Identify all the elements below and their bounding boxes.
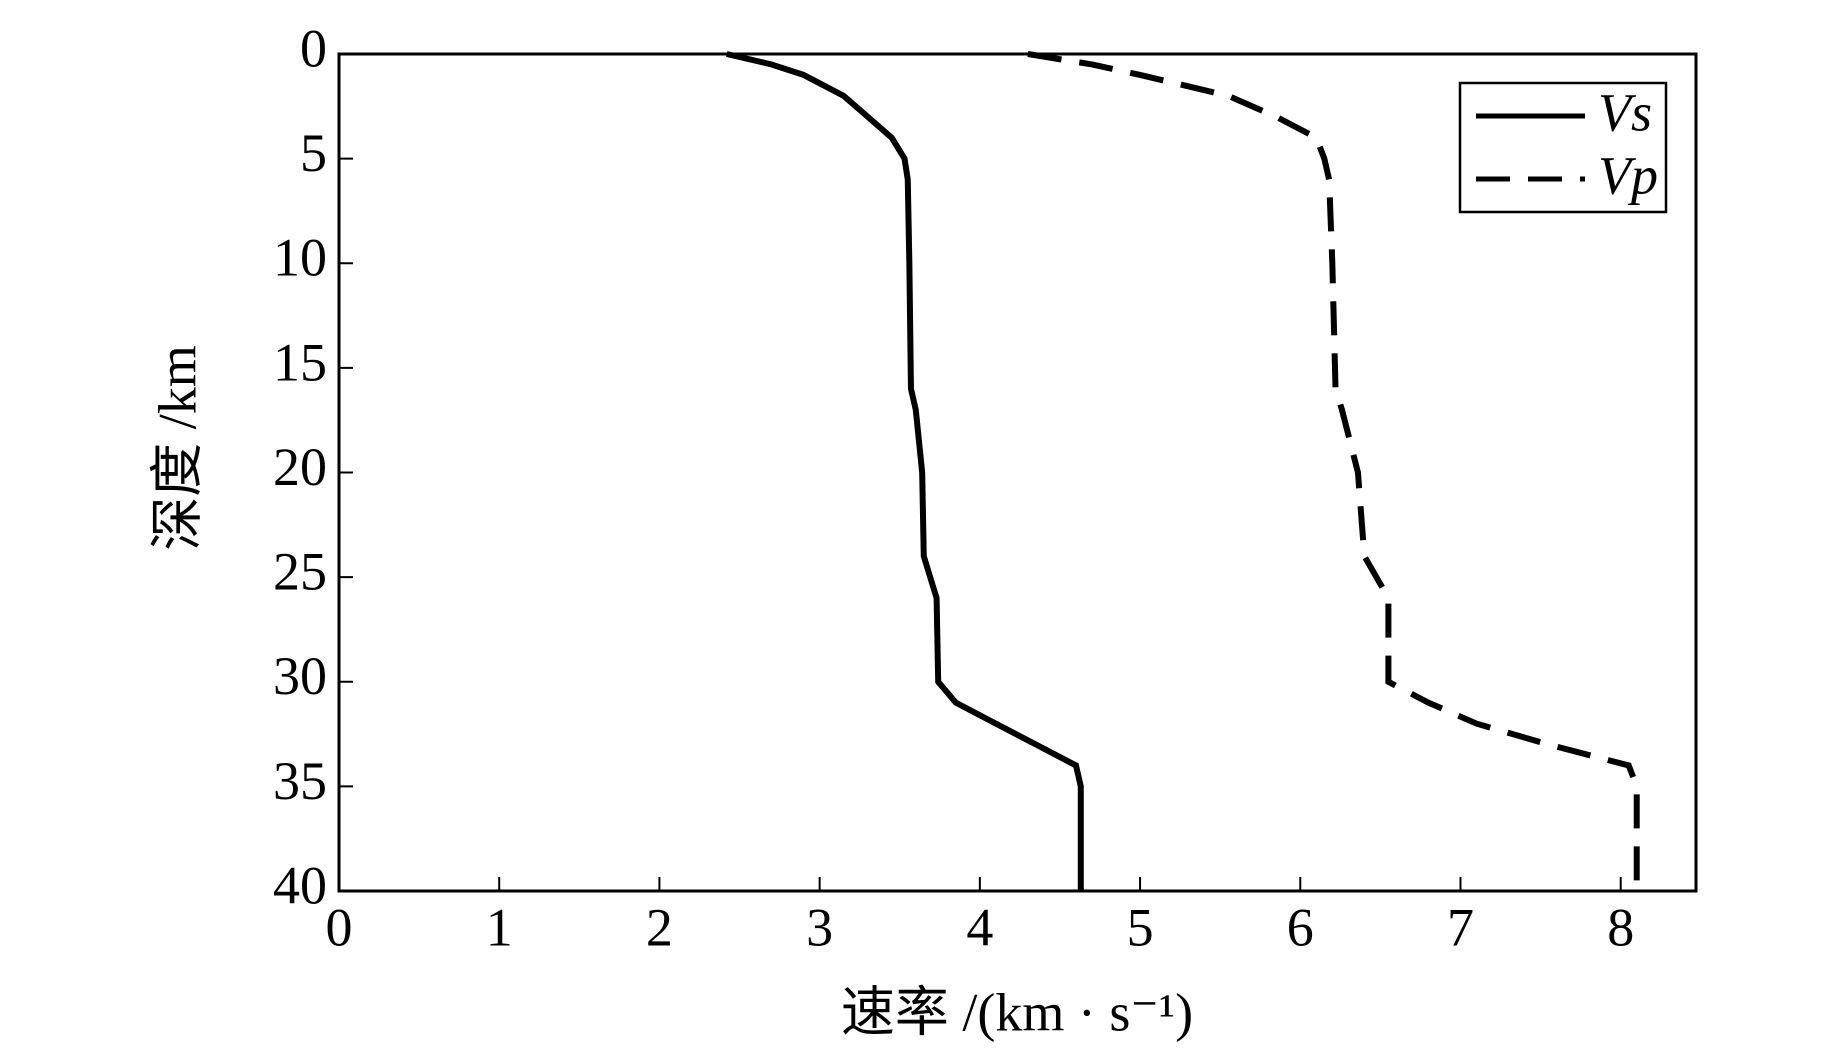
series-line [726,51,1084,891]
x-tick-label: 4 [966,897,993,957]
plot-frame [337,52,1698,893]
y-tick-label: 10 [273,228,327,288]
y-tick-label: 25 [273,542,327,602]
y-tick-label: 35 [273,751,327,811]
x-tick-label: 7 [1447,897,1474,957]
legend-box [1458,81,1668,214]
x-tick-label: 1 [486,897,513,957]
legend-label: Vp [1598,145,1658,205]
x-axis-label: 速率 /(km · s⁻¹) [841,982,1193,1042]
series-line [1027,51,1640,891]
y-tick-label: 20 [273,437,327,497]
x-tick-label: 2 [646,897,673,957]
x-tick-label: 0 [326,897,353,957]
legend-label: Vs [1598,82,1652,142]
y-tick-label: 0 [300,18,327,78]
y-axis-label: 深度 /km [147,345,207,551]
y-tick-label: 15 [273,332,327,392]
y-tick-label: 5 [300,123,327,183]
x-tick-label: 6 [1287,897,1314,957]
x-tick-label: 8 [1607,897,1634,957]
y-tick-label: 40 [273,855,327,915]
x-tick-label: 5 [1127,897,1154,957]
x-tick-label: 3 [806,897,833,957]
y-tick-label: 30 [273,646,327,706]
